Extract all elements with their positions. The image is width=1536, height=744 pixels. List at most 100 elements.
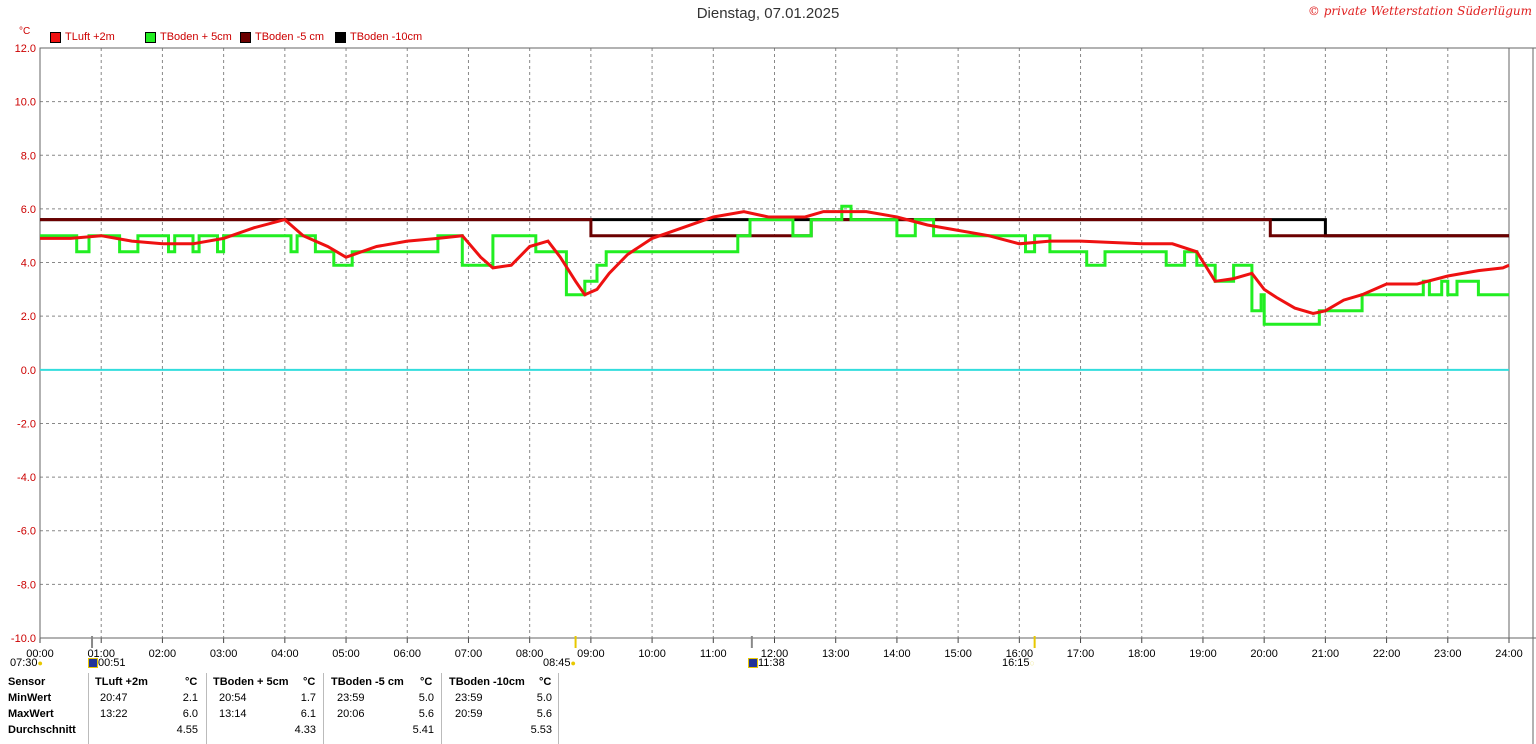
y-tick-label: 4.0 <box>21 258 36 270</box>
y-axis-unit: °C <box>19 26 31 37</box>
y-tick-label: 0.0 <box>21 365 36 377</box>
y-tick-label: -6.0 <box>17 526 36 538</box>
stats-cell-value: 5.6 <box>418 708 434 720</box>
stats-header-unit: °C <box>539 676 552 688</box>
moon-icon <box>748 658 758 669</box>
y-tick-label: -8.0 <box>17 579 36 591</box>
noon-label: 08:45● <box>543 657 576 669</box>
stats-cell-time: 20:06 <box>337 708 365 720</box>
stats-cell-time: 13:14 <box>219 708 247 720</box>
moonset-time: 00:51 <box>98 657 126 669</box>
column-divider <box>206 673 207 744</box>
x-tick-label: 06:00 <box>393 648 421 660</box>
stats-cell-value: 6.0 <box>182 708 198 720</box>
sun-icon: ● <box>37 658 43 668</box>
noon-time: 08:45 <box>543 657 571 669</box>
stats-header-col: TBoden -10cm <box>449 676 525 688</box>
sunset-time: 16:15 <box>1002 657 1030 669</box>
y-tick-label: -2.0 <box>17 418 36 430</box>
stats-cell-value: 2.1 <box>182 692 198 704</box>
legend-label: TLuft +2m <box>65 31 115 43</box>
stats-cell-time: 23:59 <box>337 692 365 704</box>
x-tick-label: 19:00 <box>1189 648 1217 660</box>
sunrise-label: 07:30● <box>10 657 43 669</box>
stats-cell-value: 6.1 <box>300 708 316 720</box>
stats-cell-value: 4.33 <box>294 724 316 736</box>
x-tick-label: 12:00 <box>761 648 789 660</box>
legend-label: TBoden -10cm <box>350 31 423 43</box>
stats-header-col: TBoden -5 cm <box>331 676 404 688</box>
y-tick-label: -4.0 <box>17 472 36 484</box>
x-tick-label: 13:00 <box>822 648 850 660</box>
stats-row-label: MaxWert <box>8 708 54 720</box>
stats-cell-value: 5.53 <box>530 724 552 736</box>
legend-swatch-red <box>50 31 61 43</box>
plot-frame <box>39 47 1510 639</box>
x-tick-label: 08:00 <box>516 648 544 660</box>
stats-header-col: TBoden + 5cm <box>213 676 289 688</box>
stats-header-sensor: Sensor <box>8 676 46 688</box>
sunset-label: 16:15○ <box>1002 657 1035 669</box>
x-tick-label: 23:00 <box>1434 648 1462 660</box>
moon-icon <box>88 658 98 669</box>
legend-item-tluft: TLuft +2m <box>50 31 115 43</box>
x-tick-label: 10:00 <box>638 648 666 660</box>
y-tick-label: 12.0 <box>15 43 36 55</box>
column-divider <box>558 673 559 744</box>
series-line-tluft-2m <box>40 210 1510 316</box>
stats-cell-value: 4.55 <box>176 724 198 736</box>
legend-label: TBoden + 5cm <box>160 31 232 43</box>
legend-swatch-black <box>335 31 346 43</box>
moonset-label: 00:51 <box>88 657 126 669</box>
legend-label: TBoden -5 cm <box>255 31 325 43</box>
x-tick-label: 22:00 <box>1373 648 1401 660</box>
stats-header-unit: °C <box>420 676 433 688</box>
y-tick-label: 2.0 <box>21 311 36 323</box>
stats-header-unit: °C <box>303 676 316 688</box>
column-divider <box>323 673 324 744</box>
stats-header-unit: °C <box>185 676 198 688</box>
legend-swatch-darkred <box>240 31 251 43</box>
x-tick-label: 18:00 <box>1128 648 1156 660</box>
stats-row-label: MinWert <box>8 692 52 704</box>
column-divider <box>441 673 442 744</box>
x-tick-label: 04:00 <box>271 648 299 660</box>
column-divider <box>88 673 89 744</box>
copyright-note: © private Wetterstation Süderlügum <box>1307 4 1532 18</box>
legend-swatch-green <box>145 31 156 43</box>
x-tick-label: 14:00 <box>883 648 911 660</box>
y-tick-label: 6.0 <box>21 204 36 216</box>
moonrise-label: 11:38 <box>748 657 785 669</box>
x-tick-label: 15:00 <box>944 648 972 660</box>
x-tick-label: 03:00 <box>210 648 238 660</box>
y-tick-label: 10.0 <box>15 97 36 109</box>
stats-row-label: Durchschnitt <box>8 724 76 736</box>
legend-item-tboden-minus10: TBoden -10cm <box>335 31 422 43</box>
stats-cell-value: 5.6 <box>536 708 552 720</box>
sun-icon: ● <box>570 658 576 668</box>
x-tick-label: 02:00 <box>149 648 177 660</box>
chart-title: Dienstag, 07.01.2025 <box>696 5 840 22</box>
stats-cell-time: 23:59 <box>455 692 483 704</box>
x-tick-label: 16:00 <box>1006 648 1034 660</box>
legend-item-tboden-minus5: TBoden -5 cm <box>240 31 324 43</box>
x-tick-label: 24:00 <box>1495 648 1523 660</box>
stats-header-col: TLuft +2m <box>95 676 148 688</box>
x-tick-label: 21:00 <box>1312 648 1340 660</box>
stats-cell-time: 20:59 <box>455 708 483 720</box>
series-line-tboden-5cm <box>40 204 1509 326</box>
x-tick-label: 01:00 <box>87 648 115 660</box>
stats-cell-value: 5.41 <box>412 724 434 736</box>
x-tick-label: 05:00 <box>332 648 360 660</box>
legend-item-tboden-plus5: TBoden + 5cm <box>145 31 232 43</box>
x-tick-label: 00:00 <box>26 648 54 660</box>
y-tick-label: 8.0 <box>21 150 36 162</box>
stats-cell-value: 5.0 <box>536 692 552 704</box>
stats-cell-time: 13:22 <box>100 708 128 720</box>
sun-icon: ○ <box>1029 658 1035 668</box>
x-tick-label: 20:00 <box>1250 648 1278 660</box>
stats-cell-time: 20:54 <box>219 692 247 704</box>
stats-cell-value: 1.7 <box>300 692 316 704</box>
x-tick-label: 17:00 <box>1067 648 1095 660</box>
